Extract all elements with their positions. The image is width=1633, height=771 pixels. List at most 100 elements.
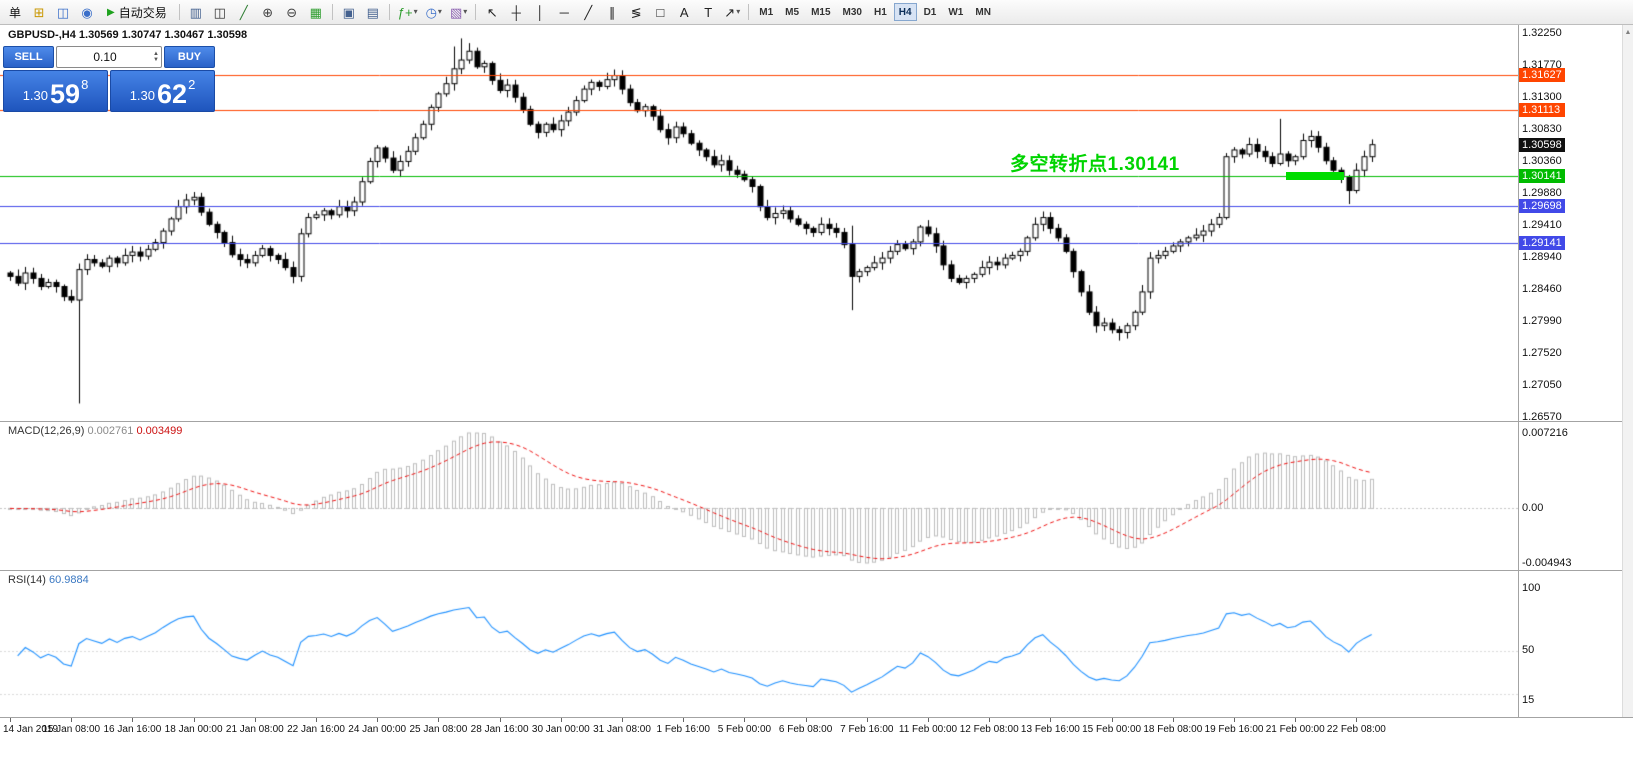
new-chart-icon: ⊞: [33, 4, 45, 20]
price-axis-label: 1.27990: [1522, 315, 1562, 327]
trade-panel-price-row: 1.30 59 8 1.30 62 2: [3, 70, 215, 112]
arrows-icon[interactable]: ↗ ▾: [721, 2, 743, 22]
new-window-icon: ▣: [342, 4, 355, 20]
timeframe-w1-button[interactable]: W1: [943, 3, 968, 21]
price-line-tag: 1.29141: [1519, 236, 1565, 251]
price-scale-separator: [1518, 25, 1519, 717]
horizontal-line-icon: ─: [559, 4, 569, 20]
time-axis-label: 5 Feb 00:00: [717, 724, 772, 735]
time-axis-tick: [1234, 718, 1235, 722]
macd-axis-label: -0.004943: [1522, 557, 1572, 569]
tile-windows-icon[interactable]: ▦: [305, 2, 327, 22]
time-axis-tick: [132, 718, 134, 722]
macd-indicator-canvas[interactable]: [0, 422, 1518, 570]
zoom-out-icon[interactable]: ⊖: [281, 2, 303, 22]
indicators-icon[interactable]: ƒ+ ▾: [395, 2, 421, 22]
crosshair-icon[interactable]: ┼: [505, 2, 527, 22]
line-chart-icon: ╱: [239, 4, 248, 20]
bar-chart-icon: ▥: [189, 4, 202, 20]
trendline-icon: ╱: [584, 4, 593, 20]
time-axis-label: 21 Feb 00:00: [1265, 724, 1325, 735]
zoom-in-icon[interactable]: ⊕: [257, 2, 279, 22]
lot-size-input[interactable]: [57, 50, 154, 64]
lot-size-field[interactable]: ▲ ▼: [56, 46, 162, 68]
data-window-icon[interactable]: ◉: [76, 2, 98, 22]
timeframe-m5-button[interactable]: M5: [780, 3, 804, 21]
dropdown-caret-icon: ▾: [413, 7, 418, 16]
new-order-button[interactable]: 单: [4, 2, 26, 22]
one-click-trading-panel: SELL ▲ ▼ BUY 1.30 59 8 1.30 62 2: [3, 46, 215, 112]
chart-ohlc-title: GBPUSD-,H4 1.30569 1.30747 1.30467 1.305…: [8, 29, 248, 41]
new-window-icon[interactable]: ▣: [338, 2, 360, 22]
sell-price-big: 59: [50, 79, 81, 110]
timeframe-h4-button[interactable]: H4: [893, 3, 917, 21]
timeframe-m1-button[interactable]: M1: [754, 3, 778, 21]
time-axis-tick: [805, 718, 807, 722]
lot-increase-icon[interactable]: ▲: [153, 51, 159, 57]
lot-decrease-icon[interactable]: ▼: [153, 57, 159, 63]
text-label-icon[interactable]: T: [697, 2, 719, 22]
time-axis-tick: [1295, 718, 1297, 722]
buy-price-big: 62: [157, 79, 188, 110]
chart-annotation-text[interactable]: 多空转折点1.30141: [1010, 154, 1180, 175]
arrows-icon: ↗: [724, 4, 736, 20]
line-chart-icon[interactable]: ╱: [233, 2, 255, 22]
profiles-icon[interactable]: ◫: [52, 2, 74, 22]
sell-price-pipette: 8: [81, 77, 89, 92]
timeframe-m15-button[interactable]: M15: [806, 3, 835, 21]
time-axis-tick: [499, 718, 501, 722]
buy-button[interactable]: BUY: [164, 46, 215, 68]
macd-label: MACD(12,26,9) 0.002761 0.003499: [8, 425, 182, 437]
sell-price-button[interactable]: 1.30 59 8: [3, 70, 108, 112]
timeframe-h1-button[interactable]: H1: [869, 3, 892, 21]
autotrade-label: 自动交易: [118, 5, 167, 20]
sell-price-prefix: 1.30: [22, 88, 49, 103]
vertical-line-icon[interactable]: │: [529, 2, 551, 22]
price-chart-canvas[interactable]: [0, 25, 1518, 421]
timeframe-mn-button[interactable]: MN: [970, 3, 996, 21]
cursor-icon[interactable]: ↖: [481, 2, 503, 22]
time-axis-label: 12 Feb 08:00: [959, 724, 1019, 735]
rsi-axis-label: 15: [1522, 694, 1535, 706]
window-list-icon[interactable]: ▤: [362, 2, 384, 22]
price-axis-label: 1.30360: [1522, 154, 1562, 167]
time-axis-label: 16 Jan 16:00: [103, 724, 162, 735]
fibonacci-icon[interactable]: ≶: [625, 2, 647, 22]
autotrade-button[interactable]: ▶ 自动交易: [100, 2, 174, 22]
toolbar-groups: ▥ ◫ ╱ ⊕ ⊖ ▦ ▣ ▤ ƒ+ ▾ ◷ ▾ ▧ ▾ ↖ ┼ │ ─ ╱ ∥ ≶ □ A T ↗ ▾: [176, 2, 744, 22]
pane-separator[interactable]: [0, 570, 1633, 571]
shapes-icon[interactable]: □: [649, 2, 671, 22]
price-axis-label: 1.30830: [1522, 123, 1562, 135]
time-axis-label: 28 Jan 16:00: [470, 724, 529, 735]
periods-icon[interactable]: ◷ ▾: [423, 2, 445, 22]
trendline-icon[interactable]: ╱: [577, 2, 599, 22]
chart-highlight-bar[interactable]: [1286, 171, 1344, 180]
time-axis-tick: [866, 718, 868, 722]
bar-chart-icon[interactable]: ▥: [185, 2, 207, 22]
horizontal-line-icon[interactable]: ─: [553, 2, 575, 22]
time-axis-tick: [1356, 718, 1358, 722]
rsi-axis-label: 100: [1522, 582, 1541, 594]
macd-signal-value: 0.003499: [136, 425, 183, 437]
chart-scrollbar[interactable]: ▲: [1622, 25, 1633, 717]
dropdown-caret-icon: ▾: [463, 7, 468, 16]
equidistant-channel-icon[interactable]: ∥: [601, 2, 623, 22]
time-axis-label: 15 Jan 08:00: [42, 724, 101, 735]
buy-price-button[interactable]: 1.30 62 2: [110, 70, 215, 112]
pane-separator[interactable]: [0, 421, 1633, 422]
sell-button[interactable]: SELL: [3, 46, 54, 68]
timeframe-d1-button[interactable]: D1: [919, 3, 942, 21]
time-axis-label: 6 Feb 08:00: [778, 724, 833, 735]
text-label-icon: T: [704, 4, 713, 20]
macd-axis-label: 0.007216: [1522, 427, 1568, 439]
price-axis-label: 1.31300: [1522, 91, 1562, 104]
new-chart-icon[interactable]: ⊞: [28, 2, 50, 22]
candlestick-chart-icon[interactable]: ◫: [209, 2, 231, 22]
time-axis-tick: [377, 718, 379, 722]
timeframe-m30-button[interactable]: M30: [838, 3, 867, 21]
text-icon[interactable]: A: [673, 2, 695, 22]
templates-icon[interactable]: ▧ ▾: [447, 2, 470, 22]
rsi-indicator-canvas[interactable]: [0, 571, 1518, 717]
time-axis-tick: [683, 718, 685, 722]
